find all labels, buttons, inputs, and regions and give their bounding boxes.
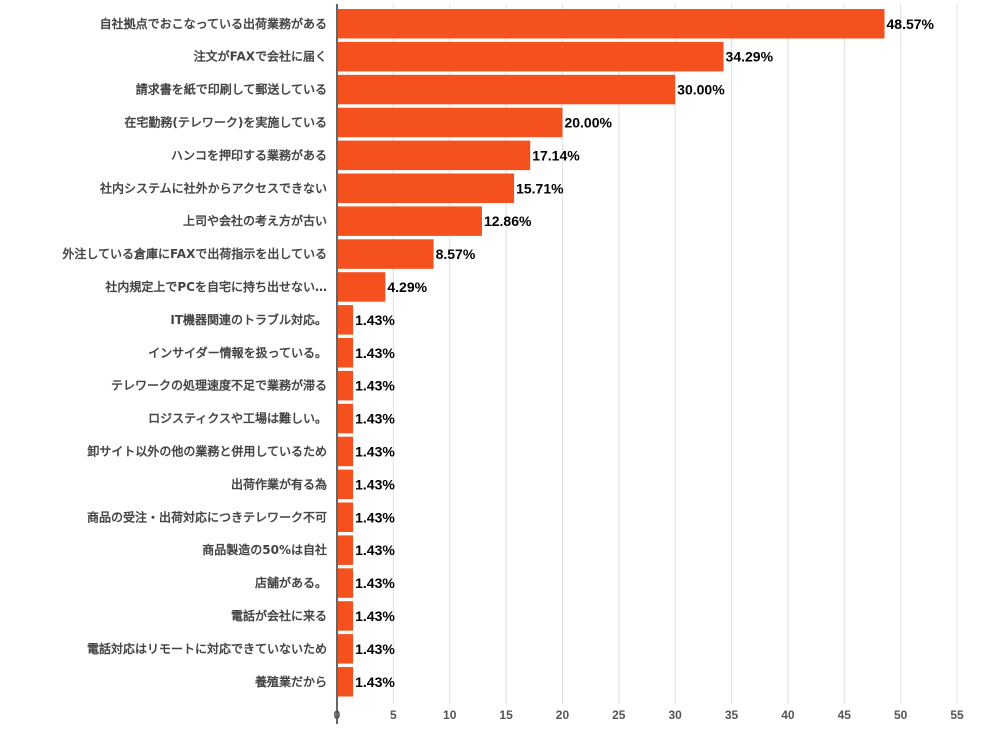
bar xyxy=(338,502,354,532)
category-label: 出荷作業が有る為 xyxy=(231,476,327,491)
category-label: 請求書を紙で印刷して郵送している xyxy=(136,82,327,97)
bar xyxy=(338,173,515,203)
data-label: 1.43% xyxy=(355,443,395,459)
category-label: ハンコを押印する業務がある xyxy=(171,147,327,162)
x-tick-label: 10 xyxy=(443,708,457,722)
data-label: 8.57% xyxy=(436,246,476,262)
x-tick-label: 40 xyxy=(781,708,795,722)
bar xyxy=(338,41,724,72)
category-label: 外注している倉庫にFAXで出荷指示を出している xyxy=(62,246,327,261)
bar xyxy=(338,305,354,335)
x-tick-label: 5 xyxy=(390,708,397,722)
data-label: 34.29% xyxy=(726,49,774,65)
data-label: 12.86% xyxy=(484,213,532,229)
data-label: 1.43% xyxy=(355,345,395,361)
bar xyxy=(338,634,354,664)
category-label: 注文がFAXで会社に届く xyxy=(194,49,327,64)
data-label: 1.43% xyxy=(355,378,395,394)
bar xyxy=(338,667,354,697)
category-label: 卸サイト以外の他の業務と併用しているため xyxy=(87,443,327,458)
data-label: 4.29% xyxy=(387,279,427,295)
value-labels: 48.57% 34.29% 30.00% 20.00% 17.14% 15.71% 12.8… xyxy=(355,16,934,690)
bars xyxy=(338,9,885,697)
bar xyxy=(338,206,482,236)
x-tick-label: 35 xyxy=(725,708,739,722)
category-label: 商品製造の50%は自社 xyxy=(202,542,327,557)
bar xyxy=(338,272,386,302)
x-tick-label: 25 xyxy=(612,708,626,722)
bar xyxy=(338,107,563,138)
category-label: 社内規定上でPCを自宅に持ち出せない… xyxy=(104,279,327,294)
data-label: 20.00% xyxy=(564,114,612,130)
category-label: インサイダー情報を扱っている。 xyxy=(148,345,327,360)
category-label: 養殖業だから xyxy=(254,674,327,689)
category-label: 自社拠点でおこなっている出荷業務がある xyxy=(100,16,327,31)
bar xyxy=(338,338,354,368)
x-tick-label: 20 xyxy=(556,708,570,722)
data-label: 1.43% xyxy=(355,542,395,558)
x-tick-label: 0 xyxy=(334,708,341,722)
data-label: 1.43% xyxy=(355,312,395,328)
bar xyxy=(338,469,354,500)
data-label: 30.00% xyxy=(677,82,725,98)
bar xyxy=(338,239,434,269)
category-label: 在宅勤務(テレワーク)を実施している xyxy=(124,114,327,129)
data-label: 15.71% xyxy=(516,180,564,196)
bar xyxy=(338,370,354,401)
category-label: 商品の受注・出荷対応につきテレワーク不可 xyxy=(87,509,327,524)
bar xyxy=(338,601,354,631)
x-tick-label: 45 xyxy=(838,708,852,722)
x-tick-label: 15 xyxy=(499,708,513,722)
x-tick-label: 30 xyxy=(669,708,683,722)
data-label: 1.43% xyxy=(355,411,395,427)
category-label: 店舗がある。 xyxy=(255,575,327,590)
data-label: 1.43% xyxy=(355,608,395,624)
category-label: 上司や会社の考え方が古い xyxy=(183,213,327,228)
data-label: 1.43% xyxy=(355,509,395,525)
category-labels: 自社拠点でおこなっている出荷業務がある注文がFAXで会社に届く請求書を紙で印刷し… xyxy=(62,16,327,689)
bar xyxy=(338,535,354,565)
data-label: 48.57% xyxy=(887,16,935,32)
category-label: ロジスティクスや工場は難しい。 xyxy=(148,411,327,426)
bar xyxy=(338,568,354,598)
bar xyxy=(338,140,531,171)
bar xyxy=(338,74,676,105)
data-label: 1.43% xyxy=(355,641,395,657)
x-tick-labels: 0 5 10 15 20 25 30 35 40 45 50 55 xyxy=(334,708,964,722)
data-label: 1.43% xyxy=(355,476,395,492)
bar xyxy=(338,9,885,39)
category-label: 社内システムに社外からアクセスできない xyxy=(99,180,327,195)
bar xyxy=(338,403,354,434)
data-label: 1.43% xyxy=(355,575,395,591)
category-label: 電話が会社に来る xyxy=(231,608,327,623)
category-label: IT機器関連のトラブル対応。 xyxy=(170,312,327,327)
data-label: 1.43% xyxy=(355,674,395,690)
x-tick-label: 55 xyxy=(950,708,964,722)
category-label: テレワークの処理速度不足で業務が滞る xyxy=(111,378,327,393)
bar xyxy=(338,436,354,467)
x-tick-label: 50 xyxy=(894,708,908,722)
data-label: 17.14% xyxy=(532,147,580,163)
category-label: 電話対応はリモートに対応できていないため xyxy=(87,641,327,656)
